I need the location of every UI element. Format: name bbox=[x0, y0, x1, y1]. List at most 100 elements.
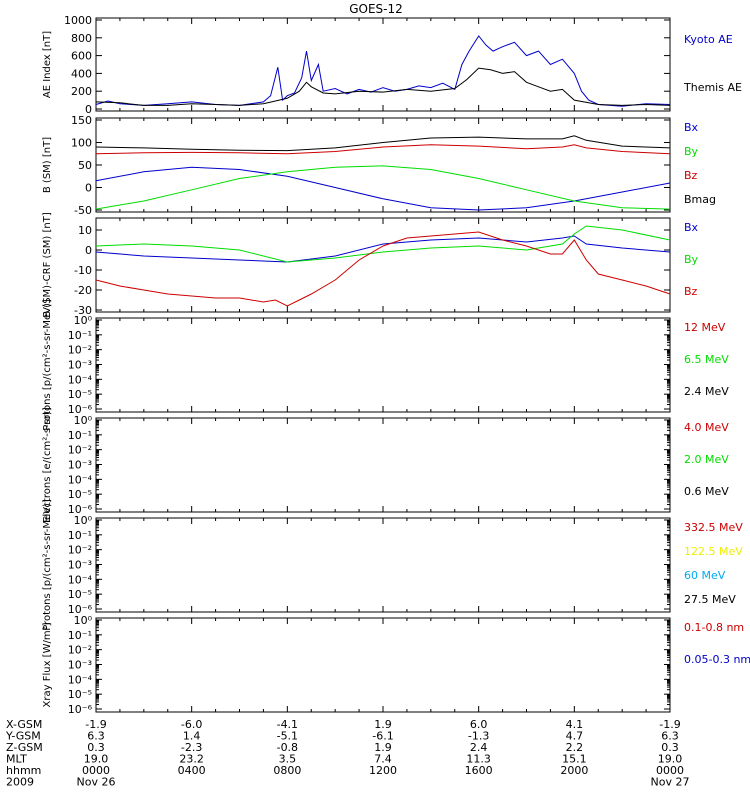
y-tick-label: 10⁻¹ bbox=[68, 329, 92, 342]
legend-label: 12 MeV bbox=[684, 321, 726, 334]
y-axis-label: Protons [p/(cm²-s-sr-MeV)] bbox=[42, 499, 53, 631]
y-tick-label: 10⁻⁴ bbox=[68, 673, 93, 686]
footer-row-label: X-GSM bbox=[6, 718, 42, 731]
y-tick-label: -30 bbox=[74, 304, 92, 317]
legend-label: Bx bbox=[684, 121, 699, 134]
panel-frame bbox=[95, 617, 671, 713]
y-tick-label: 0 bbox=[85, 182, 92, 195]
legend-label: 60 MeV bbox=[684, 569, 726, 582]
footer-value: -5.1 bbox=[277, 730, 298, 743]
footer-value: 2000 bbox=[560, 764, 588, 777]
panel-1: 0 200 400 600 800 1000 AE Index [nT] Kyoto AE Th… bbox=[42, 14, 742, 116]
y-axis-label: Xray Flux [W/m²] bbox=[42, 622, 53, 707]
y-tick-label: 50 bbox=[78, 159, 92, 172]
y-axis-label: B (SM)-CRF (SM) [nT] bbox=[42, 212, 53, 318]
y-axis-label: B (SM) [nT] bbox=[42, 137, 53, 193]
footer-value: Nov 26 bbox=[77, 776, 116, 789]
y-tick-label: 10⁻⁴ bbox=[68, 473, 93, 486]
y-tick-label: 10⁻⁶ bbox=[68, 503, 93, 516]
y-tick-label: 800 bbox=[71, 32, 92, 45]
legend-label: Bz bbox=[684, 169, 698, 182]
legend-label: 27.5 MeV bbox=[684, 593, 736, 606]
footer-value: -0.8 bbox=[277, 741, 298, 754]
y-tick-label: 10⁻³ bbox=[68, 459, 92, 472]
y-tick-label: 10⁻⁴ bbox=[68, 373, 93, 386]
y-tick-label: 10⁻⁶ bbox=[68, 703, 93, 716]
panel-frame bbox=[95, 17, 671, 112]
footer-value: Nov 27 bbox=[651, 776, 690, 789]
legend-label: 6.5 MeV bbox=[684, 353, 729, 366]
footer-value: -6.1 bbox=[372, 730, 393, 743]
y-tick-label: 10⁻¹ bbox=[68, 429, 92, 442]
footer-value: -1.9 bbox=[85, 718, 106, 731]
footer-row-label: hhmm bbox=[6, 764, 41, 777]
footer-value: -6.0 bbox=[181, 718, 202, 731]
series-line bbox=[95, 67, 671, 106]
footer-value: -1.3 bbox=[468, 730, 489, 743]
legend-label: 4.0 MeV bbox=[684, 421, 729, 434]
y-tick-label: 10⁻⁶ bbox=[68, 403, 93, 416]
y-tick-label: 10⁻² bbox=[68, 344, 92, 357]
coordinate-footer: X-GSM -1.9 -6.0 -4.1 1.9 6.0 4.1 -1.9 Y-GSM 6.3 1.… bbox=[5, 718, 689, 789]
footer-value: 2.4 bbox=[470, 741, 488, 754]
y-tick-label: 10⁻¹ bbox=[68, 529, 92, 542]
footer-row-label: Y-GSM bbox=[5, 730, 41, 743]
footer-value: 6.0 bbox=[470, 718, 488, 731]
plot-title: GOES-12 bbox=[349, 2, 403, 16]
y-tick-label: -10 bbox=[74, 264, 92, 277]
footer-value: -2.3 bbox=[181, 741, 202, 754]
footer-row-label: MLT bbox=[6, 753, 27, 766]
y-tick-label: 1000 bbox=[64, 14, 92, 27]
panel-4: 10⁻⁶ 10⁻⁵ 10⁻⁴10⁻³ 10⁻² 10⁻¹ 10⁰ Protons [p/(c… bbox=[42, 299, 729, 431]
series-line bbox=[95, 144, 671, 155]
y-tick-label: 10⁻¹ bbox=[68, 629, 92, 642]
legend-label: Kyoto AE bbox=[684, 33, 733, 46]
legend-label: 2.4 MeV bbox=[684, 385, 729, 398]
panel-5: 10⁻⁶ 10⁻⁵ 10⁻⁴10⁻³ 10⁻² 10⁻¹ 10⁰ Electrons [e/… bbox=[42, 407, 729, 523]
legend-label: 0.6 MeV bbox=[684, 485, 729, 498]
footer-value: 4.1 bbox=[566, 718, 584, 731]
footer-value: 4.7 bbox=[566, 730, 584, 743]
footer-value: 0000 bbox=[82, 764, 110, 777]
y-tick-label: 100 bbox=[71, 137, 92, 150]
panel-7: 10⁻⁶ 10⁻⁵ 10⁻⁴10⁻³ 10⁻² 10⁻¹ 10⁰ Xray Flux [W/… bbox=[42, 614, 750, 716]
y-tick-label: 10⁻⁵ bbox=[68, 588, 92, 601]
y-tick-label: 10⁻³ bbox=[68, 559, 92, 572]
y-tick-label: 10⁰ bbox=[74, 514, 93, 527]
y-tick-label: 10 bbox=[78, 224, 92, 237]
footer-value: -1.9 bbox=[659, 718, 680, 731]
legend-label: Bmag bbox=[684, 193, 716, 206]
footer-value: 0000 bbox=[656, 764, 684, 777]
y-axis-label: AE Index [nT] bbox=[42, 31, 53, 98]
y-tick-label: 10⁻³ bbox=[68, 359, 92, 372]
y-tick-label: 10⁻³ bbox=[68, 659, 92, 672]
y-tick-label: -50 bbox=[74, 204, 92, 217]
series-line bbox=[95, 135, 671, 152]
footer-value: 7.4 bbox=[374, 753, 392, 766]
footer-value: -4.1 bbox=[277, 718, 298, 731]
footer-value: 6.3 bbox=[87, 730, 105, 743]
legend-label: 332.5 MeV bbox=[684, 521, 743, 534]
footer-value: 1.9 bbox=[374, 741, 392, 754]
legend-label: Bz bbox=[684, 285, 698, 298]
y-tick-label: -20 bbox=[74, 284, 92, 297]
y-tick-label: 10⁻⁶ bbox=[68, 603, 93, 616]
y-tick-label: 400 bbox=[71, 67, 92, 80]
legend-label: Bx bbox=[684, 221, 699, 234]
footer-value: 1200 bbox=[369, 764, 397, 777]
y-tick-label: 10⁻⁵ bbox=[68, 488, 92, 501]
legend-label: 122.5 MeV bbox=[684, 545, 743, 558]
footer-value: 1.4 bbox=[183, 730, 201, 743]
legend-label: By bbox=[684, 145, 699, 158]
legend-label: Themis AE bbox=[683, 81, 742, 94]
y-tick-label: 10⁻⁴ bbox=[68, 573, 93, 586]
footer-value: 15.1 bbox=[562, 753, 587, 766]
y-axis-label: Electrons [e/(cm²-s-sr)] bbox=[42, 407, 53, 523]
series-line bbox=[95, 231, 671, 307]
series-line bbox=[95, 225, 671, 263]
y-tick-label: 200 bbox=[71, 85, 92, 98]
legend-label: 0.05-0.3 nm bbox=[684, 653, 750, 666]
series-line bbox=[95, 35, 671, 107]
